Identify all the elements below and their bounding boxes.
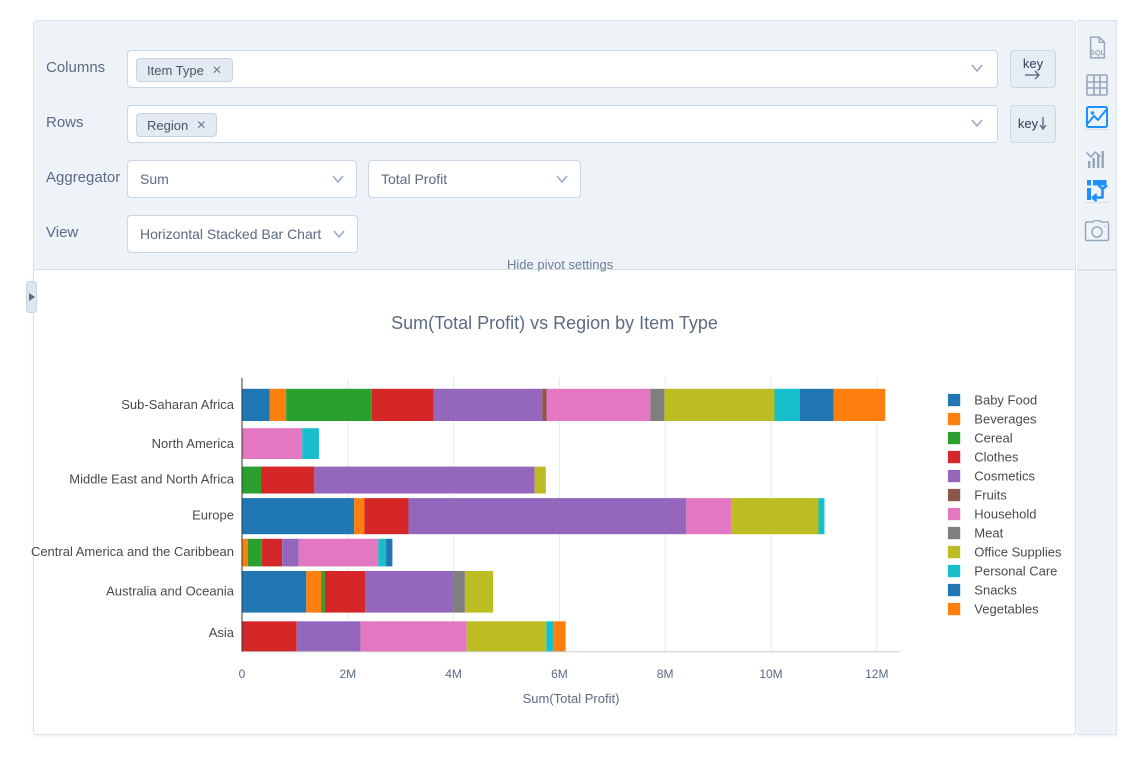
svg-text:Clothes: Clothes: [974, 449, 1019, 464]
svg-text:Baby Food: Baby Food: [974, 392, 1037, 407]
svg-text:Snacks: Snacks: [974, 582, 1017, 597]
svg-text:Cereal: Cereal: [974, 430, 1012, 445]
svg-text:2M: 2M: [339, 667, 356, 681]
svg-text:Central America and the Caribb: Central America and the Caribbean: [31, 544, 234, 559]
svg-text:Middle East and North Africa: Middle East and North Africa: [69, 472, 235, 487]
svg-text:Office Supplies: Office Supplies: [974, 544, 1062, 559]
svg-text:Sum(Total Profit): Sum(Total Profit): [523, 691, 620, 706]
svg-text:10M: 10M: [759, 667, 782, 681]
svg-text:Sub-Saharan Africa: Sub-Saharan Africa: [121, 397, 235, 412]
svg-text:Beverages: Beverages: [974, 411, 1037, 426]
svg-text:Household: Household: [974, 506, 1036, 521]
svg-text:Personal Care: Personal Care: [974, 563, 1057, 578]
svg-text:Australia and Oceania: Australia and Oceania: [106, 583, 235, 598]
svg-text:North America: North America: [152, 436, 235, 451]
svg-text:SQL: SQL: [1089, 47, 1105, 56]
svg-text:Cosmetics: Cosmetics: [974, 468, 1035, 483]
svg-text:12M: 12M: [865, 667, 888, 681]
svg-text:Europe: Europe: [192, 508, 234, 523]
svg-text:6M: 6M: [551, 667, 568, 681]
svg-text:0: 0: [239, 667, 246, 681]
svg-text:Fruits: Fruits: [974, 487, 1007, 502]
svg-text:Meat: Meat: [974, 525, 1003, 540]
svg-text:4M: 4M: [445, 667, 462, 681]
svg-text:8M: 8M: [657, 667, 674, 681]
svg-text:Vegetables: Vegetables: [974, 601, 1039, 616]
svg-text:Asia: Asia: [209, 625, 235, 640]
